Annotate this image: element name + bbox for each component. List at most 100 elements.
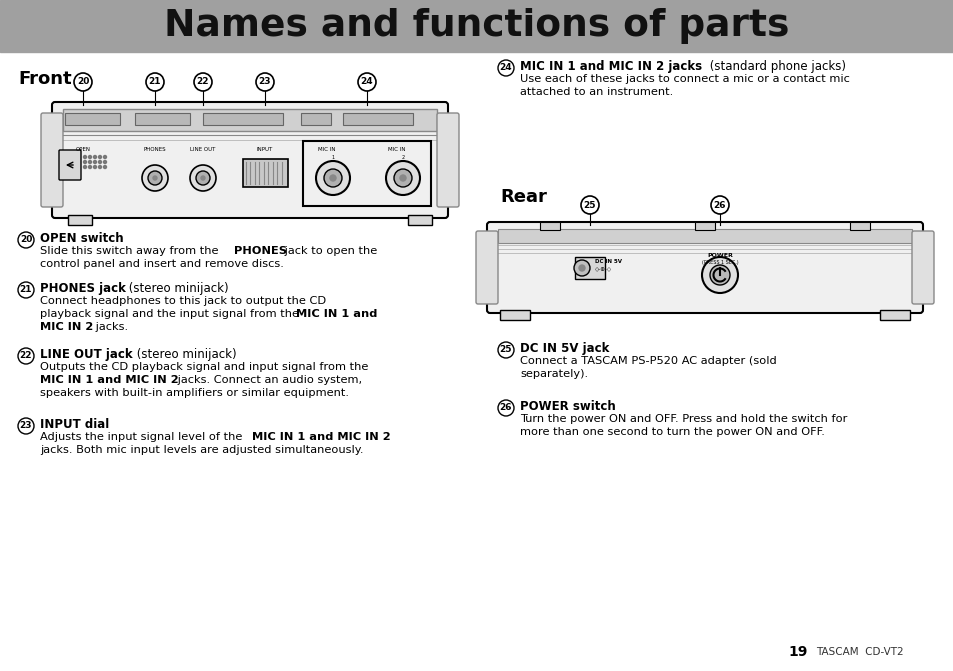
Text: 26: 26 [499, 403, 512, 413]
Text: more than one second to turn the power ON and OFF.: more than one second to turn the power O… [519, 427, 824, 437]
Circle shape [701, 257, 738, 293]
Text: POWER: POWER [706, 253, 732, 258]
FancyBboxPatch shape [476, 231, 497, 304]
Text: 23: 23 [20, 421, 32, 431]
Bar [243, 159, 288, 187]
Text: PHONES jack: PHONES jack [40, 282, 126, 295]
Circle shape [93, 156, 96, 158]
Text: attached to an instrument.: attached to an instrument. [519, 87, 673, 97]
Text: Slide this switch away from the: Slide this switch away from the [40, 246, 222, 256]
Circle shape [255, 73, 274, 91]
Text: Outputs the CD playback signal and input signal from the: Outputs the CD playback signal and input… [40, 362, 368, 372]
Text: jacks.: jacks. [91, 322, 128, 332]
Bar [695, 222, 714, 230]
Text: 20: 20 [20, 236, 32, 244]
Circle shape [98, 156, 101, 158]
Text: Use each of these jacks to connect a mic or a contact mic: Use each of these jacks to connect a mic… [519, 74, 849, 84]
Bar [849, 222, 869, 230]
Text: 20: 20 [77, 77, 89, 87]
Text: Names and functions of parts: Names and functions of parts [164, 8, 789, 44]
Circle shape [710, 196, 728, 214]
Circle shape [578, 265, 584, 271]
Text: MIC IN: MIC IN [318, 147, 335, 152]
Text: 22: 22 [196, 77, 209, 87]
Bar [575, 257, 604, 279]
Circle shape [18, 282, 34, 298]
Text: MIC IN 1 and: MIC IN 1 and [295, 309, 377, 319]
Circle shape [497, 60, 514, 76]
Text: 2: 2 [401, 155, 404, 160]
Text: MIC IN 1 and MIC IN 2 jacks: MIC IN 1 and MIC IN 2 jacks [519, 60, 701, 73]
FancyBboxPatch shape [436, 113, 458, 207]
Bar [343, 113, 413, 125]
FancyBboxPatch shape [41, 113, 63, 207]
Text: jacks. Connect an audio system,: jacks. Connect an audio system, [173, 375, 362, 385]
Circle shape [315, 161, 350, 195]
Circle shape [394, 169, 412, 187]
FancyBboxPatch shape [911, 231, 933, 304]
Text: DC IN 5V: DC IN 5V [595, 259, 621, 264]
Circle shape [89, 160, 91, 164]
Text: Connect headphones to this jack to output the CD: Connect headphones to this jack to outpu… [40, 296, 326, 306]
Circle shape [142, 165, 168, 191]
Text: LINE OUT jack: LINE OUT jack [40, 348, 132, 361]
Text: INPUT dial: INPUT dial [40, 418, 110, 431]
Text: 25: 25 [499, 346, 512, 354]
Circle shape [18, 232, 34, 248]
Circle shape [152, 176, 157, 180]
Circle shape [74, 73, 91, 91]
Text: (stereo minijack): (stereo minijack) [132, 348, 236, 361]
Circle shape [357, 73, 375, 91]
Circle shape [201, 176, 205, 180]
Bar [499, 310, 530, 320]
Bar [203, 113, 283, 125]
Text: MIC IN 1 and MIC IN 2: MIC IN 1 and MIC IN 2 [252, 432, 390, 442]
Circle shape [84, 166, 87, 168]
Circle shape [148, 171, 162, 185]
Text: MIC IN: MIC IN [388, 147, 405, 152]
Text: 1: 1 [331, 155, 335, 160]
Text: OPEN: OPEN [75, 147, 91, 152]
Text: speakers with built-in amplifiers or similar equipment.: speakers with built-in amplifiers or sim… [40, 388, 349, 398]
Text: ◇-⊕-◇: ◇-⊕-◇ [595, 267, 612, 272]
Text: (standard phone jacks): (standard phone jacks) [705, 60, 845, 73]
Text: 21: 21 [149, 77, 161, 87]
Text: (PRESS 1 SEC.): (PRESS 1 SEC.) [701, 260, 738, 265]
Text: separately).: separately). [519, 369, 587, 379]
Circle shape [386, 161, 419, 195]
Text: LINE OUT: LINE OUT [190, 147, 215, 152]
Bar [135, 113, 190, 125]
Text: 24: 24 [499, 64, 512, 72]
Circle shape [190, 165, 215, 191]
Text: Turn the power ON and OFF. Press and hold the switch for: Turn the power ON and OFF. Press and hol… [519, 414, 846, 424]
Circle shape [497, 342, 514, 358]
Text: Front: Front [18, 70, 71, 88]
Text: 23: 23 [258, 77, 271, 87]
Bar [0, 0, 953, 52]
Bar [408, 215, 432, 225]
Circle shape [18, 418, 34, 434]
Text: control panel and insert and remove discs.: control panel and insert and remove disc… [40, 259, 284, 269]
Text: (stereo minijack): (stereo minijack) [125, 282, 229, 295]
Circle shape [89, 166, 91, 168]
Circle shape [324, 169, 341, 187]
Circle shape [18, 348, 34, 364]
FancyBboxPatch shape [486, 222, 923, 313]
Circle shape [580, 196, 598, 214]
Text: OPEN switch: OPEN switch [40, 232, 124, 245]
Text: jacks. Both mic input levels are adjusted simultaneously.: jacks. Both mic input levels are adjuste… [40, 445, 363, 455]
Bar [301, 113, 331, 125]
Circle shape [709, 265, 729, 285]
Circle shape [399, 175, 406, 181]
Text: Rear: Rear [499, 188, 546, 206]
Text: 21: 21 [20, 285, 32, 295]
Circle shape [193, 73, 212, 91]
Text: jack to open the: jack to open the [281, 246, 376, 256]
Circle shape [98, 166, 101, 168]
Circle shape [93, 166, 96, 168]
Text: PHONES: PHONES [233, 246, 287, 256]
Circle shape [93, 160, 96, 164]
Text: 19: 19 [788, 645, 807, 659]
Text: DC IN 5V jack: DC IN 5V jack [519, 342, 609, 355]
Circle shape [574, 260, 589, 276]
